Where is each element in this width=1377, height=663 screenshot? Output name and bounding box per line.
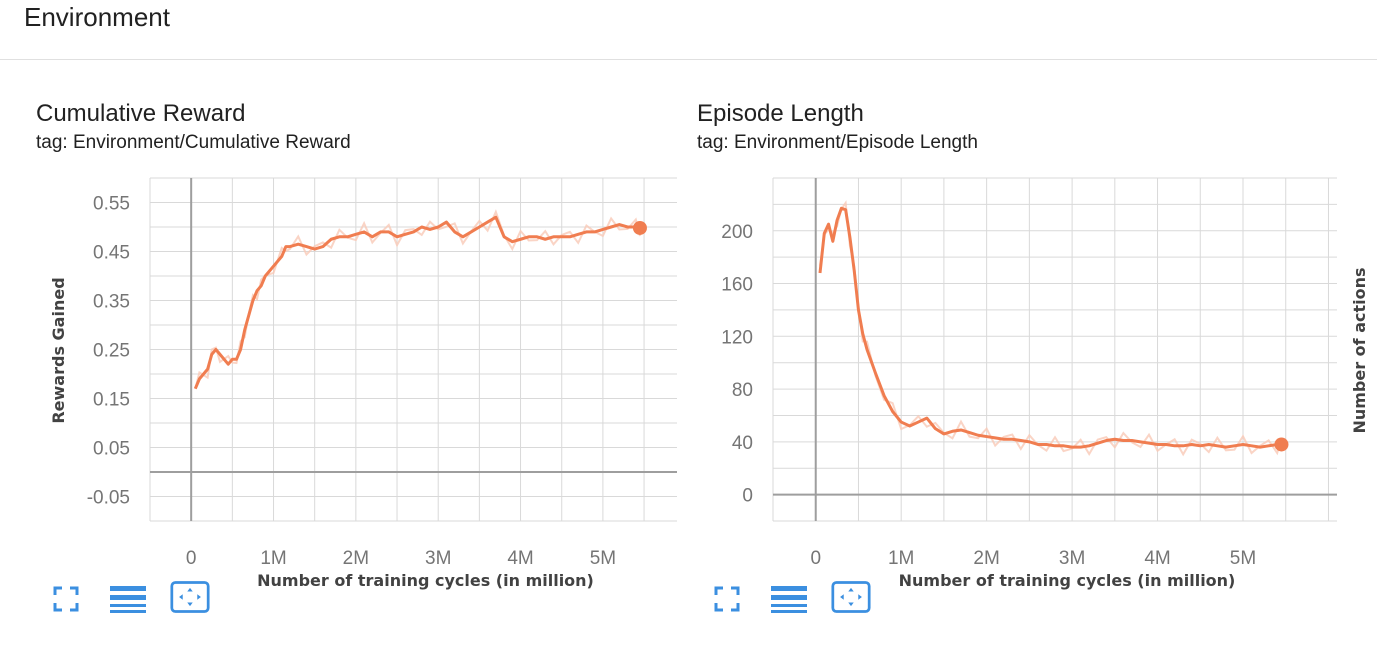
x-axis-title: Number of training cycles (in million)	[899, 571, 1236, 590]
fullscreen-icon	[714, 586, 740, 612]
toggle-log-button[interactable]	[769, 582, 809, 616]
section-title: Environment	[24, 2, 170, 32]
series-end-point	[632, 220, 647, 235]
y-axis-title: Rewards Gained	[49, 277, 68, 423]
y-tick-label: 0.15	[93, 390, 130, 411]
card-tag: tag: Environment/Episode Length	[697, 132, 978, 153]
series-line	[193, 215, 641, 390]
y-tick-label: 120	[721, 327, 753, 348]
x-tick-label: 4M	[1144, 548, 1170, 569]
toggle-log-button[interactable]	[108, 582, 148, 616]
y-tick-label: 0.55	[93, 194, 130, 215]
series-raw-line	[819, 200, 1283, 457]
series-line	[818, 206, 1282, 449]
fit-domain-icon	[831, 581, 871, 613]
x-axis-title: Number of training cycles (in million)	[257, 571, 594, 590]
cumulative-reward-chart[interactable]: 0.55 0.45 0.35 0.25 0.15 0.05 -0.05 0 1M 2M 3M 4M 5M…	[36, 96, 686, 596]
x-tick-label: 3M	[425, 548, 451, 569]
x-tick-label: 5M	[590, 548, 616, 569]
y-tick-label: 0.45	[93, 243, 130, 264]
card-tag: tag: Environment/Cumulative Reward	[36, 132, 351, 153]
y-tick-label: 0.05	[93, 439, 130, 460]
x-tick-label: 2M	[973, 548, 999, 569]
fit-domain-button[interactable]	[170, 580, 210, 614]
y-tick-label: 40	[732, 433, 753, 454]
chart-card-cumulative-reward: Cumulative Reward tag: Environment/Cumul…	[36, 96, 686, 636]
card-title: Episode Length	[697, 100, 864, 127]
section-divider	[0, 59, 1377, 60]
card-title: Cumulative Reward	[36, 100, 246, 127]
fit-domain-button[interactable]	[831, 580, 871, 614]
fullscreen-button[interactable]	[46, 582, 86, 616]
episode-length-chart[interactable]: 200 160 120 80 40 0 0 1M 2M 3M 4M 5M Number of train…	[697, 96, 1377, 596]
y-tick-label: -0.05	[87, 488, 130, 509]
x-tick-label: 0	[810, 548, 821, 569]
y-tick-label: 80	[732, 380, 753, 401]
list-icon	[771, 586, 807, 613]
x-tick-label: 4M	[507, 548, 533, 569]
x-tick-label: 0	[186, 548, 197, 569]
y-tick-label: 0.35	[93, 292, 130, 313]
x-tick-label: 5M	[1230, 548, 1256, 569]
grid	[149, 177, 677, 522]
y-axis-title: Number of actions	[1350, 267, 1369, 433]
grid	[772, 177, 1337, 522]
fullscreen-button[interactable]	[707, 582, 747, 616]
x-tick-label: 3M	[1059, 548, 1085, 569]
x-tick-label: 1M	[888, 548, 914, 569]
fit-domain-icon	[170, 581, 210, 613]
series-end-point	[1274, 437, 1289, 452]
chart-card-episode-length: Episode Length tag: Environment/Episode …	[697, 96, 1377, 636]
y-tick-label: 200	[721, 222, 753, 243]
list-icon	[110, 586, 146, 613]
y-tick-label: 0	[742, 486, 753, 507]
fullscreen-icon	[53, 586, 79, 612]
y-tick-label: 0.25	[93, 341, 130, 362]
x-tick-label: 2M	[343, 548, 369, 569]
x-tick-label: 1M	[260, 548, 286, 569]
y-tick-label: 160	[721, 275, 753, 296]
